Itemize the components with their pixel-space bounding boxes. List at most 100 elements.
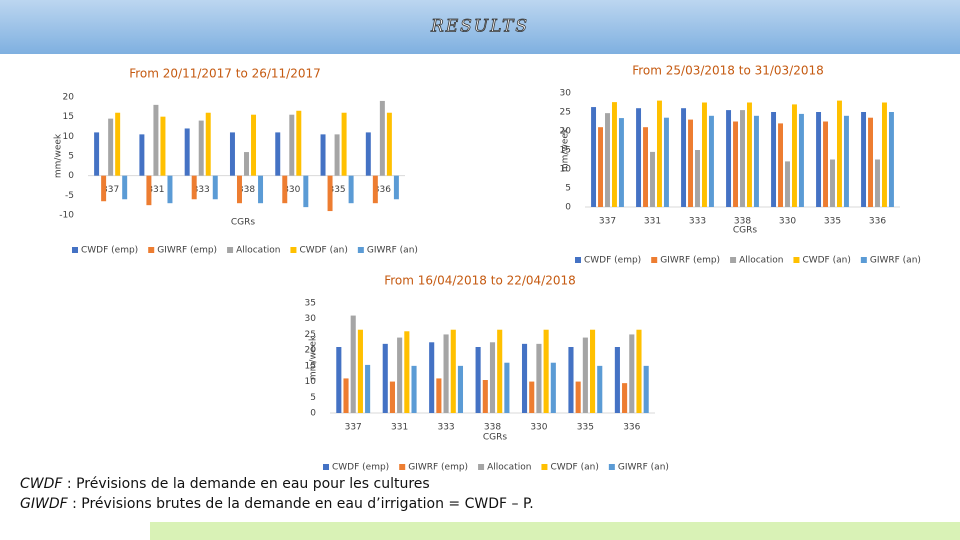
bar	[389, 381, 395, 413]
bar	[663, 117, 669, 207]
bar	[785, 161, 790, 207]
bar	[591, 107, 597, 207]
bar	[365, 132, 371, 176]
chart-title: From 20/11/2017 to 26/11/2017	[129, 67, 321, 81]
y-tick-label: 30	[305, 314, 317, 324]
bar	[597, 365, 603, 413]
bar	[688, 119, 693, 207]
y-tick-label: 0	[565, 203, 571, 213]
note-term: CWDF	[20, 476, 63, 492]
bar	[618, 118, 624, 207]
legend-swatch	[290, 247, 297, 253]
x-tick-label: 338	[484, 423, 501, 433]
bar	[386, 112, 392, 176]
bar	[816, 112, 822, 207]
bar	[614, 347, 620, 413]
x-tick-label: 331	[391, 423, 408, 433]
bar	[837, 100, 842, 207]
bar	[536, 343, 542, 413]
y-tick-label: 5	[310, 393, 316, 403]
y-tick-label: 25	[560, 108, 571, 118]
bar	[861, 112, 867, 207]
bar	[146, 175, 152, 206]
bar	[205, 112, 211, 176]
bar	[605, 113, 610, 207]
bar	[650, 151, 655, 207]
y-axis-label: mm/week	[561, 127, 571, 172]
bar	[436, 378, 442, 413]
bar	[497, 329, 503, 413]
bar	[198, 120, 204, 176]
legend-swatch	[730, 257, 737, 263]
legend-label: Allocation	[739, 256, 783, 266]
bar	[450, 329, 456, 413]
bar	[489, 342, 496, 413]
bar	[798, 113, 804, 207]
x-tick-label: 330	[779, 217, 796, 227]
note-text: : Prévisions brutes de la demande en eau…	[67, 496, 534, 512]
legend-swatch	[541, 464, 548, 470]
y-tick-label: -10	[59, 211, 74, 221]
x-tick-label: 337	[102, 185, 119, 195]
x-tick-label: 330	[530, 423, 547, 433]
bar	[160, 116, 166, 176]
note: GIWDF : Prévisions brutes de la demande …	[20, 494, 534, 514]
bar	[550, 362, 556, 413]
bar	[582, 337, 588, 413]
legend-label: CWDF (emp)	[81, 246, 138, 256]
bar	[244, 152, 249, 176]
bar	[622, 383, 628, 413]
bar	[327, 175, 333, 212]
x-axis-label: CGRs	[733, 226, 758, 236]
legend-swatch	[323, 464, 329, 470]
legend-label: CWDF (an)	[802, 256, 850, 266]
bar	[229, 132, 235, 176]
legend-swatch	[651, 257, 658, 263]
y-tick-label: 0	[68, 171, 74, 181]
bar	[397, 337, 403, 413]
legend-label: CWDF (emp)	[332, 463, 389, 473]
x-tick-label: 337	[345, 423, 362, 433]
bar	[457, 365, 464, 413]
y-tick-label: 15	[560, 146, 571, 156]
chart-title: From 25/03/2018 to 31/03/2018	[632, 64, 824, 78]
x-tick-label: 331	[644, 217, 661, 227]
x-tick-label: 338	[238, 185, 255, 195]
bar	[191, 175, 197, 200]
x-tick-label: 338	[734, 217, 751, 227]
legend-swatch	[478, 464, 485, 470]
bar	[212, 175, 218, 200]
y-tick-label: 5	[68, 152, 74, 162]
y-tick-label: 25	[305, 330, 316, 340]
y-tick-label: 10	[560, 165, 572, 175]
bar	[296, 110, 302, 176]
bar	[568, 347, 574, 413]
bar	[108, 118, 114, 176]
bar	[778, 123, 783, 207]
x-axis-label: CGRs	[483, 433, 508, 443]
x-tick-label: 333	[193, 185, 210, 195]
legend-swatch	[608, 464, 615, 470]
bar	[753, 115, 759, 207]
bar	[575, 381, 581, 413]
legend-label: CWDF (an)	[299, 246, 347, 256]
bar	[598, 127, 603, 207]
legend-swatch	[399, 464, 406, 470]
x-axis-label: CGRs	[231, 218, 256, 228]
y-tick-label: 35	[305, 299, 316, 309]
bar	[733, 121, 738, 207]
y-tick-label: 15	[63, 112, 74, 122]
notes: CWDF : Prévisions de la demande en eau p…	[20, 474, 534, 514]
bar	[429, 342, 435, 413]
x-tick-label: 333	[437, 423, 454, 433]
bar	[336, 347, 342, 413]
bar	[612, 102, 617, 207]
x-tick-label: 333	[689, 217, 706, 227]
bar	[334, 134, 340, 176]
bar	[320, 134, 326, 176]
x-tick-label: 335	[577, 423, 594, 433]
bar	[382, 343, 388, 413]
legend-swatch	[148, 247, 155, 253]
bar	[629, 334, 635, 413]
